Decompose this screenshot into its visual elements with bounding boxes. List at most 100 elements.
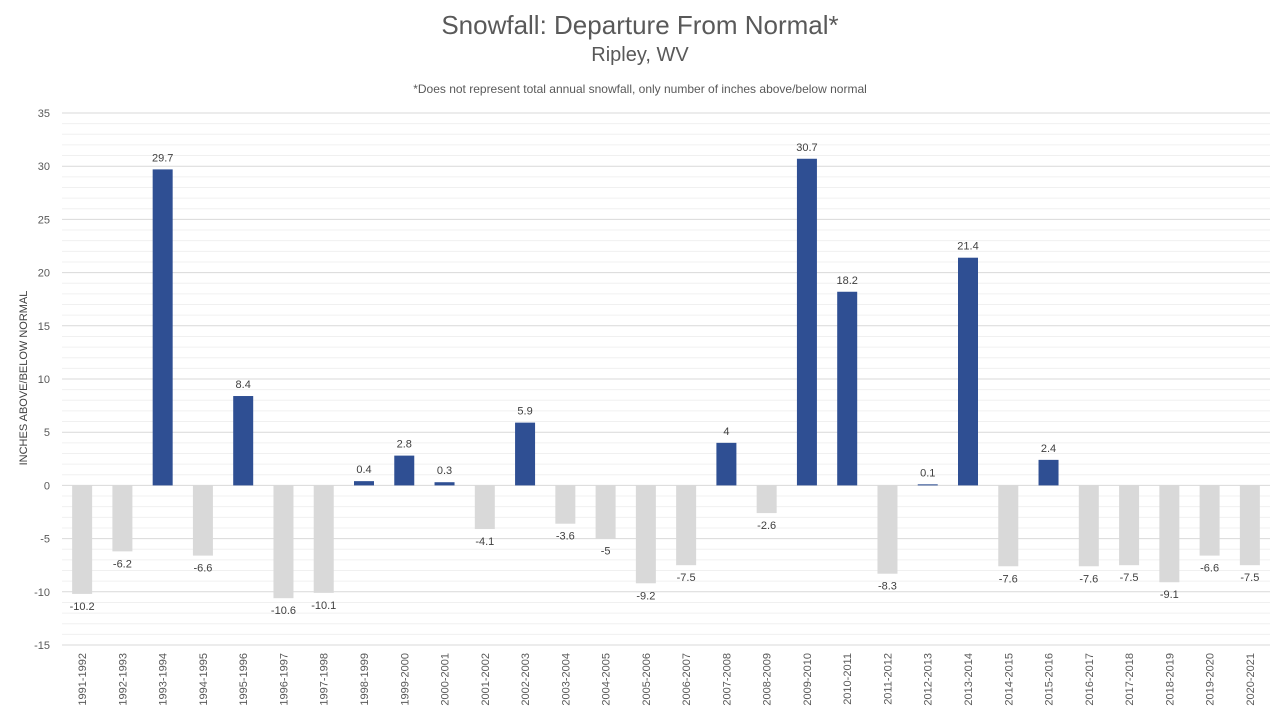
x-axis-ticks: 1991-1992 1992-1993 1993-1994 1994-1995 1995…: [77, 653, 1257, 706]
x-tick-label: 2005-2006: [641, 653, 653, 706]
x-tick-label: 2014-2015: [1003, 653, 1015, 706]
data-label: 0.4: [356, 464, 371, 476]
data-label: -7.5: [1240, 572, 1259, 584]
chart-note: *Does not represent total annual snowfal…: [413, 82, 867, 96]
y-tick-label: -10: [34, 587, 50, 599]
data-label: 21.4: [957, 241, 978, 253]
data-label: -6.6: [193, 563, 212, 575]
bar: [1078, 485, 1099, 567]
bar: [233, 396, 254, 486]
x-tick-label: 2011-2012: [882, 653, 894, 705]
data-label: -7.5: [1120, 572, 1139, 584]
bar: [72, 485, 93, 594]
bar: [676, 485, 697, 566]
gridlines: [62, 112, 1270, 646]
bar: [354, 481, 374, 486]
data-label: -7.6: [1079, 573, 1098, 585]
x-tick-label: 2010-2011: [842, 653, 854, 705]
bar: [112, 485, 133, 552]
bar: [434, 482, 455, 486]
y-tick-label: -15: [34, 640, 50, 652]
x-tick-label: 2001-2002: [480, 653, 492, 706]
y-axis-ticks: -15 -10 -5 0 5 10 15 20 25 30 35: [34, 108, 50, 652]
data-label: -9.1: [1160, 589, 1179, 601]
data-label: -9.2: [636, 590, 655, 602]
bar: [917, 484, 938, 486]
x-tick-label: 1992-1993: [117, 653, 129, 706]
data-label: 5.9: [517, 406, 532, 418]
x-tick-label: 1999-2000: [399, 653, 411, 706]
bar: [394, 455, 415, 486]
y-tick-label: 25: [38, 214, 50, 226]
data-label: -5: [601, 546, 611, 558]
y-tick-label: 30: [38, 161, 50, 173]
x-tick-label: 1998-1999: [359, 653, 371, 706]
data-label: -10.2: [70, 601, 95, 613]
bar: [1038, 459, 1059, 486]
x-tick-label: 2000-2001: [440, 653, 452, 706]
data-label: -8.3: [878, 581, 897, 593]
bar: [595, 485, 616, 539]
data-labels: -10.2 -6.2 29.7 -6.6 8.4 -10.6 -10.1 0.4 2.8 0.3 -…: [70, 142, 1260, 617]
x-tick-label: 1997-1998: [319, 653, 331, 706]
bar: [756, 485, 777, 514]
data-label: 8.4: [236, 379, 251, 391]
bar: [1119, 485, 1140, 566]
y-tick-label: 15: [38, 321, 50, 333]
bar: [716, 442, 737, 486]
bar: [837, 291, 858, 486]
x-tick-label: 1991-1992: [77, 653, 89, 706]
bar: [877, 485, 898, 574]
bar: [958, 257, 978, 486]
bars: [72, 158, 1260, 599]
data-label: -4.1: [475, 536, 494, 548]
data-label: 0.1: [920, 467, 935, 479]
x-tick-label: 2015-2016: [1044, 653, 1056, 706]
y-tick-label: 20: [38, 268, 50, 280]
x-tick-label: 2008-2009: [762, 653, 774, 706]
y-tick-label: 0: [44, 480, 50, 492]
data-label: -3.6: [556, 531, 575, 543]
x-tick-label: 1995-1996: [238, 653, 250, 706]
x-tick-label: 2018-2019: [1164, 653, 1176, 706]
chart-title: Snowfall: Departure From Normal*: [441, 10, 839, 40]
x-tick-label: 2009-2010: [802, 653, 814, 706]
x-tick-label: 1994-1995: [198, 653, 210, 706]
bar: [192, 485, 213, 556]
x-tick-label: 2006-2007: [681, 653, 693, 706]
data-label: -7.5: [677, 572, 696, 584]
y-tick-label: 10: [38, 374, 50, 386]
data-label: -2.6: [757, 520, 776, 532]
bar: [152, 169, 173, 486]
y-tick-label: 5: [44, 427, 50, 439]
x-tick-label: 2002-2003: [520, 653, 532, 706]
data-label: 4: [723, 426, 729, 438]
data-label: 2.4: [1041, 443, 1056, 455]
data-label: 29.7: [152, 152, 173, 164]
bar: [1199, 485, 1220, 556]
data-label: -6.6: [1200, 563, 1219, 575]
y-axis-label: INCHES ABOVE/BELOW NORMAL: [18, 291, 30, 466]
x-tick-label: 2019-2020: [1205, 653, 1217, 706]
data-label: 30.7: [796, 142, 817, 154]
data-label: -6.2: [113, 558, 132, 570]
data-label: -7.6: [999, 573, 1018, 585]
data-label: -10.1: [311, 600, 336, 612]
bar: [1159, 485, 1180, 583]
bar: [313, 485, 334, 593]
data-label: 18.2: [836, 275, 857, 287]
bar: [635, 485, 656, 584]
bar: [1239, 485, 1260, 566]
bar: [515, 422, 536, 486]
x-tick-label: 2016-2017: [1084, 653, 1096, 706]
bar: [474, 485, 495, 530]
y-tick-label: 35: [38, 108, 50, 120]
data-label: 2.8: [397, 439, 412, 451]
data-label: 0.3: [437, 465, 452, 477]
x-tick-label: 2017-2018: [1124, 653, 1136, 706]
x-tick-label: 2007-2008: [721, 653, 733, 706]
data-label: -10.6: [271, 605, 296, 617]
y-tick-label: -5: [40, 534, 50, 546]
bar: [998, 485, 1019, 567]
